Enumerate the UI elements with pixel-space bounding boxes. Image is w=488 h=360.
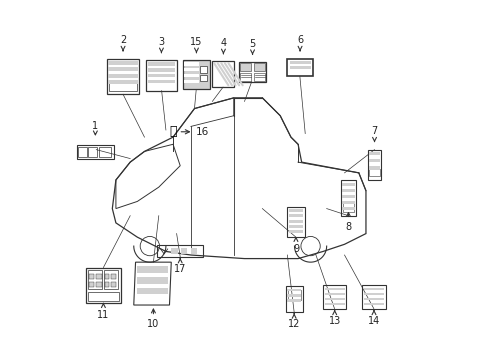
FancyBboxPatch shape [88, 282, 94, 287]
FancyBboxPatch shape [288, 209, 303, 212]
FancyBboxPatch shape [147, 63, 175, 66]
Text: 17: 17 [174, 258, 186, 274]
Text: 3: 3 [158, 37, 164, 53]
Text: 1: 1 [92, 121, 98, 135]
FancyBboxPatch shape [342, 201, 354, 204]
FancyBboxPatch shape [96, 282, 102, 287]
FancyBboxPatch shape [111, 274, 115, 279]
Text: 10: 10 [147, 309, 159, 329]
FancyBboxPatch shape [147, 74, 175, 77]
Text: 15: 15 [190, 37, 202, 53]
FancyBboxPatch shape [136, 277, 168, 284]
FancyBboxPatch shape [183, 60, 209, 89]
FancyBboxPatch shape [288, 230, 303, 233]
FancyBboxPatch shape [171, 248, 177, 254]
FancyBboxPatch shape [368, 152, 379, 156]
FancyBboxPatch shape [108, 73, 138, 78]
FancyBboxPatch shape [342, 195, 354, 198]
FancyBboxPatch shape [288, 214, 303, 217]
FancyBboxPatch shape [184, 74, 199, 77]
Text: 14: 14 [367, 310, 379, 326]
FancyBboxPatch shape [111, 282, 115, 287]
FancyBboxPatch shape [342, 189, 354, 192]
FancyBboxPatch shape [108, 61, 138, 65]
FancyBboxPatch shape [368, 159, 379, 162]
FancyBboxPatch shape [109, 81, 136, 91]
FancyBboxPatch shape [147, 68, 175, 72]
FancyBboxPatch shape [200, 66, 206, 73]
FancyBboxPatch shape [364, 302, 383, 305]
FancyBboxPatch shape [289, 61, 310, 64]
FancyBboxPatch shape [108, 67, 138, 71]
FancyBboxPatch shape [289, 66, 310, 69]
Text: 5: 5 [249, 39, 255, 54]
FancyBboxPatch shape [136, 288, 168, 294]
FancyBboxPatch shape [342, 183, 354, 186]
FancyBboxPatch shape [184, 63, 199, 66]
FancyBboxPatch shape [287, 294, 300, 297]
FancyBboxPatch shape [104, 282, 109, 287]
FancyBboxPatch shape [181, 248, 187, 254]
FancyBboxPatch shape [240, 63, 251, 71]
FancyBboxPatch shape [287, 289, 300, 292]
Text: 7: 7 [371, 126, 377, 142]
FancyBboxPatch shape [364, 288, 383, 291]
FancyBboxPatch shape [147, 80, 175, 83]
Text: 13: 13 [328, 310, 340, 326]
FancyBboxPatch shape [324, 288, 344, 291]
Text: 16: 16 [181, 127, 209, 137]
Text: 👍: 👍 [169, 125, 177, 138]
Text: 12: 12 [287, 314, 300, 329]
Text: 11: 11 [97, 303, 109, 320]
FancyBboxPatch shape [342, 207, 354, 210]
FancyBboxPatch shape [324, 297, 344, 300]
FancyBboxPatch shape [136, 266, 168, 273]
FancyBboxPatch shape [184, 80, 199, 83]
Text: 4: 4 [220, 38, 226, 54]
FancyBboxPatch shape [88, 274, 94, 279]
Text: 8: 8 [345, 213, 351, 232]
FancyBboxPatch shape [190, 248, 197, 254]
FancyBboxPatch shape [200, 75, 206, 81]
FancyBboxPatch shape [253, 63, 264, 71]
FancyBboxPatch shape [288, 225, 303, 228]
FancyBboxPatch shape [184, 68, 199, 71]
FancyBboxPatch shape [364, 297, 383, 300]
FancyBboxPatch shape [364, 293, 383, 296]
FancyBboxPatch shape [287, 299, 300, 302]
Text: 6: 6 [296, 35, 303, 51]
FancyBboxPatch shape [324, 293, 344, 296]
FancyBboxPatch shape [108, 80, 138, 84]
Text: 9: 9 [292, 238, 298, 254]
FancyBboxPatch shape [104, 274, 109, 279]
FancyBboxPatch shape [324, 302, 344, 305]
FancyBboxPatch shape [288, 220, 303, 222]
FancyBboxPatch shape [96, 274, 102, 279]
Text: 2: 2 [120, 35, 126, 51]
FancyBboxPatch shape [368, 166, 379, 170]
